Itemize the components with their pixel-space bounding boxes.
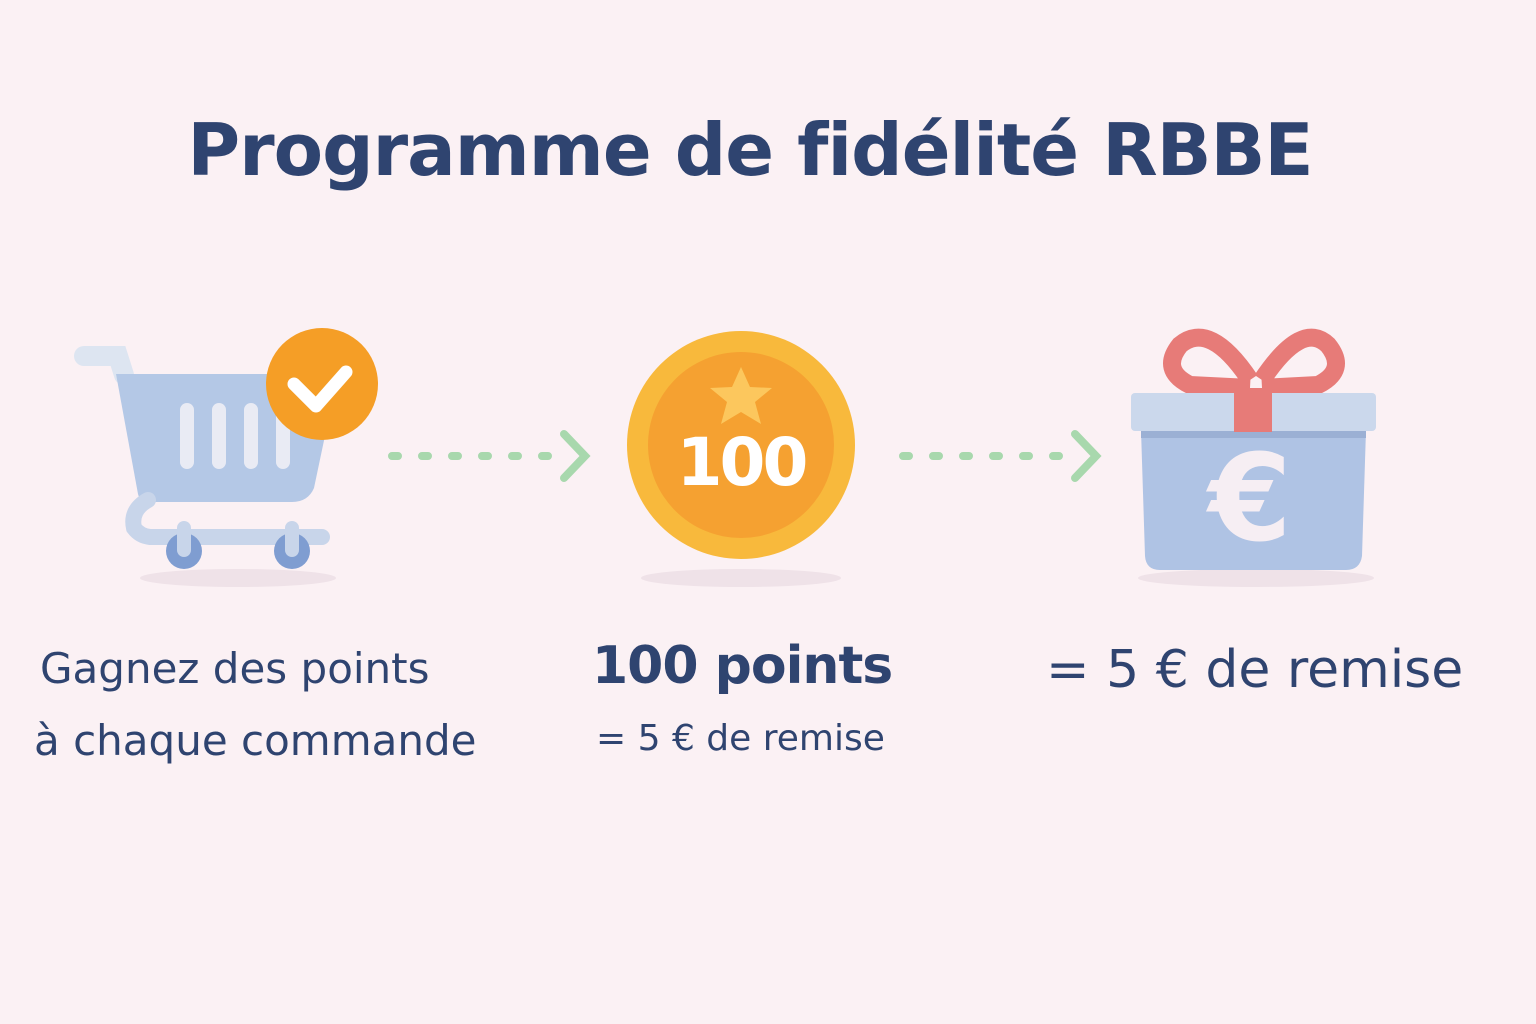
page-title: Programme de fidélité RBBE [187, 108, 1313, 192]
gift-euro-icon: € [1131, 328, 1376, 587]
coin-value: 100 [676, 424, 809, 501]
step-2-line-1: 100 points [592, 636, 893, 696]
svg-text:€: € [1205, 430, 1292, 569]
step-1-line-1: Gagnez des points [40, 644, 430, 693]
coin-star-icon [627, 331, 855, 587]
step-2-line-2: = 5 € de remise [596, 718, 885, 759]
step-1-line-2: à chaque commande [34, 716, 477, 765]
arrow-icon [388, 430, 1102, 482]
step-3-line-1: = 5 € de remise [1046, 640, 1464, 700]
shopping-cart-check-icon [74, 328, 378, 587]
